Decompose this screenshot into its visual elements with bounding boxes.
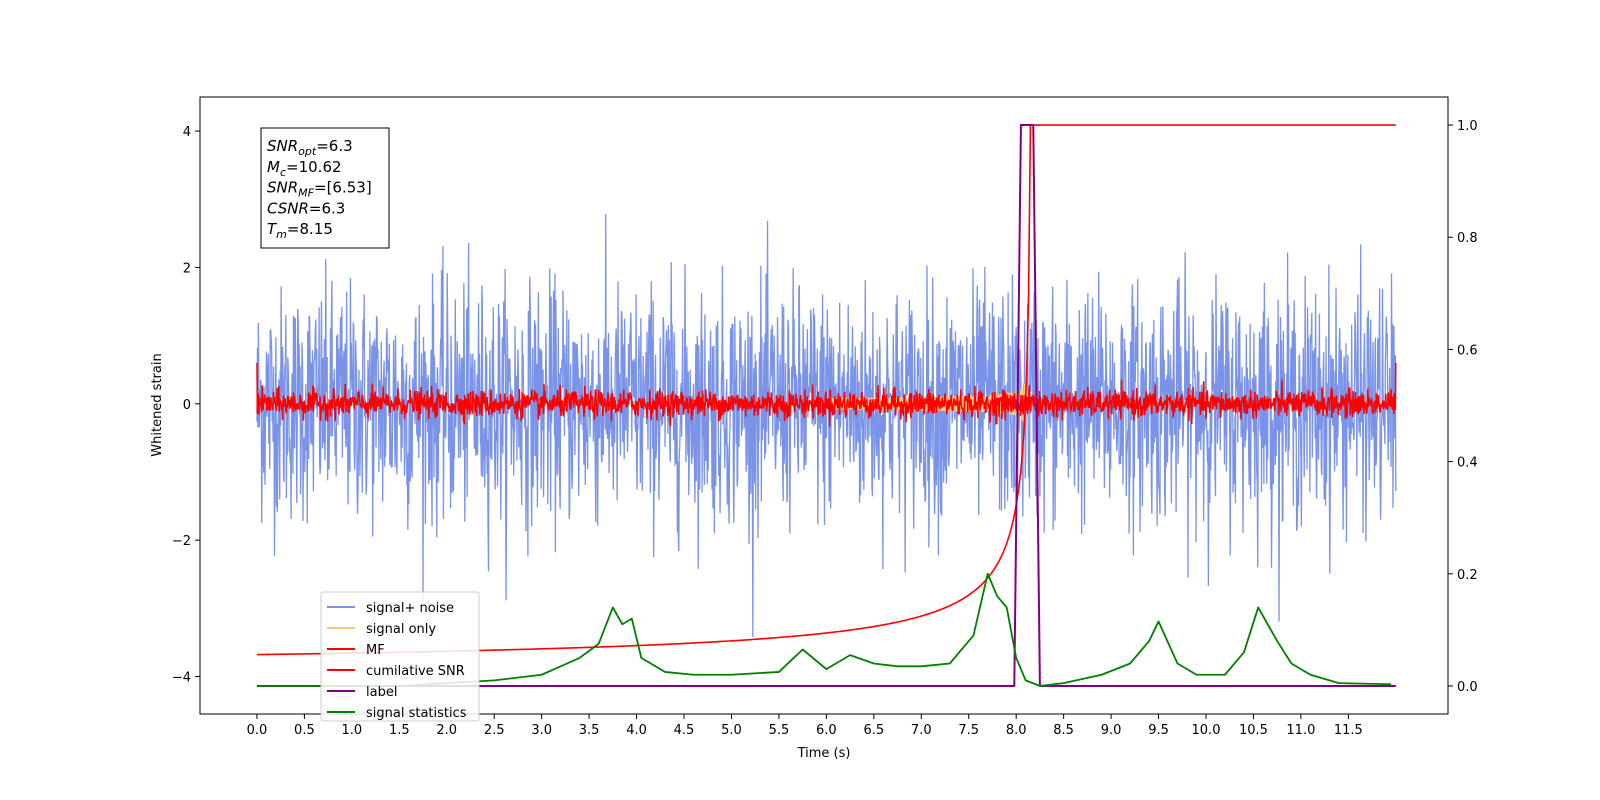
x-tick-label: 10.5 xyxy=(1239,723,1268,738)
legend-frame xyxy=(320,591,480,722)
info-value: =6.3 xyxy=(316,137,352,155)
y2-tick-label: 0.8 xyxy=(1457,231,1478,246)
info-box: SNRopt=6.3Mc=10.62SNRMF=[6.53]CSNR=6.3Tm… xyxy=(260,127,390,249)
info-sub: opt xyxy=(298,145,317,158)
x-tick-label: 10.0 xyxy=(1192,723,1221,738)
x-tick-label: 0.0 xyxy=(247,723,268,738)
x-tick-label: 9.0 xyxy=(1101,723,1122,738)
info-value: =8.15 xyxy=(287,220,333,238)
x-tick-label: 1.5 xyxy=(389,723,410,738)
x-tick-label: 8.0 xyxy=(1006,723,1027,738)
y-axis-label: Whitened strain xyxy=(150,353,165,456)
plot-area-frame xyxy=(199,96,1449,715)
info-base: SNR xyxy=(267,137,298,155)
y2-tick-label: 0.2 xyxy=(1457,568,1478,583)
x-tick-label: 8.5 xyxy=(1053,723,1074,738)
info-base: CSNR xyxy=(267,199,309,217)
x-tick-label: 1.0 xyxy=(342,723,363,738)
x-tick-label: 7.0 xyxy=(911,723,932,738)
x-tick-label: 6.5 xyxy=(863,723,884,738)
y-tick-label: −2 xyxy=(172,534,191,549)
info-value: =[6.53] xyxy=(314,179,372,197)
info-sub: MF xyxy=(298,187,314,200)
y-tick-label: −4 xyxy=(172,671,191,686)
y-tick-label: 4 xyxy=(183,125,191,140)
series-signal-statistics xyxy=(256,572,1392,687)
info-line: Tm=8.15 xyxy=(267,220,333,241)
legend-label: cumilative SNR xyxy=(366,664,465,679)
x-tick-label: 3.0 xyxy=(531,723,552,738)
info-line: CSNR=6.3 xyxy=(267,199,345,217)
legend: signal+ noise signal only MF cumilative SNR… xyxy=(320,591,480,722)
x-tick-label: 6.0 xyxy=(816,723,837,738)
x-tick-label: 4.0 xyxy=(626,723,647,738)
series-mf xyxy=(256,362,1397,427)
x-tick-label: 7.5 xyxy=(958,723,979,738)
legend-label: signal statistics xyxy=(366,706,467,721)
y2-tick-label: 0.4 xyxy=(1457,456,1478,471)
info-sub: c xyxy=(280,166,286,179)
x-tick-label: 4.5 xyxy=(674,723,695,738)
x-tick-label: 5.5 xyxy=(769,723,790,738)
x-tick-label: 5.0 xyxy=(721,723,742,738)
series-label xyxy=(256,124,1396,687)
legend-label: label xyxy=(366,685,397,700)
info-sub: m xyxy=(276,228,287,241)
y-tick-label: 2 xyxy=(183,261,191,276)
legend-label: MF xyxy=(366,643,385,658)
x-tick-label: 11.0 xyxy=(1286,723,1315,738)
info-line: SNRMF=[6.53] xyxy=(267,179,372,200)
x-tick-label: 3.5 xyxy=(579,723,600,738)
x-tick-label: 11.5 xyxy=(1334,723,1363,738)
x-tick-label: 2.0 xyxy=(436,723,457,738)
info-base: T xyxy=(267,220,278,238)
y2-tick-label: 0.6 xyxy=(1457,343,1478,358)
legend-label: signal+ noise xyxy=(366,601,454,616)
info-box-frame xyxy=(260,127,390,249)
info-value: =6.3 xyxy=(309,199,345,217)
info-line: SNRopt=6.3 xyxy=(267,137,353,158)
y-tick-label: 0 xyxy=(183,398,191,413)
info-base: M xyxy=(267,158,280,176)
info-base: SNR xyxy=(267,179,298,197)
x-tick-label: 0.5 xyxy=(294,723,315,738)
x-axis-label: Time (s) xyxy=(797,746,851,761)
x-tick-label: 2.5 xyxy=(484,723,505,738)
info-line: Mc=10.62 xyxy=(267,158,342,179)
info-value: =10.62 xyxy=(286,158,342,176)
legend-label: signal only xyxy=(366,622,436,637)
y2-tick-label: 0.0 xyxy=(1457,680,1478,695)
y2-tick-label: 1.0 xyxy=(1457,119,1478,134)
x-tick-label: 9.5 xyxy=(1148,723,1169,738)
series-signal-noise xyxy=(256,213,1397,637)
